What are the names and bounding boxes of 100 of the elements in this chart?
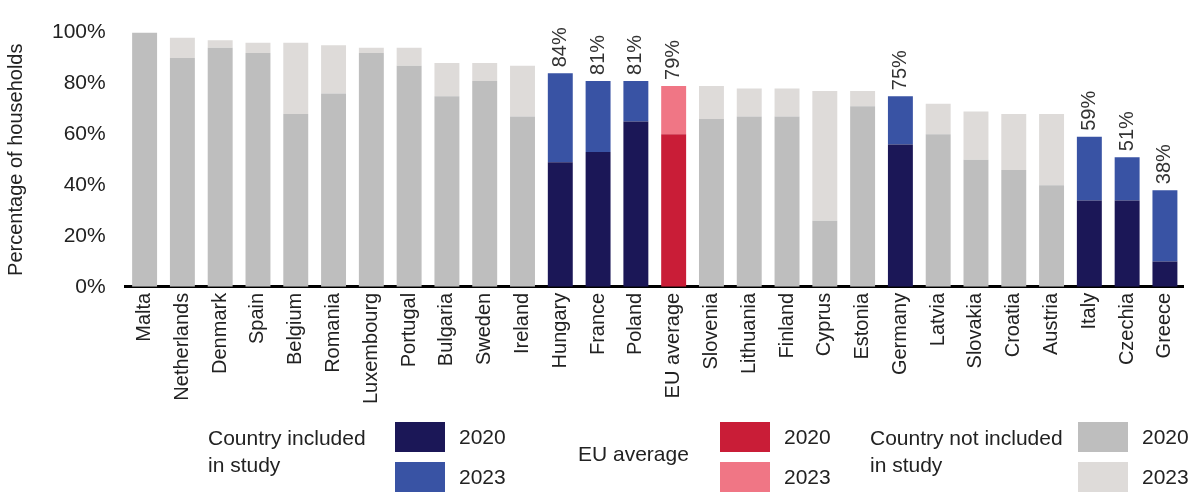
x-tick-label: Denmark [207, 291, 230, 374]
legend-label: 2023 [459, 465, 506, 489]
bar [1039, 185, 1065, 287]
total-label: 75% [887, 49, 910, 91]
bar [132, 32, 158, 287]
bar [963, 159, 989, 287]
bar [472, 80, 498, 287]
bar [585, 80, 611, 153]
bar [245, 42, 271, 53]
bar [963, 111, 989, 160]
bar [321, 45, 347, 94]
bar [434, 96, 460, 287]
bar [358, 47, 384, 53]
total-label: 81% [585, 34, 608, 75]
x-tick-label: Germany [887, 292, 910, 376]
bar [283, 113, 309, 287]
x-tick-label: Poland [623, 292, 646, 356]
total-label: 84% [547, 27, 570, 68]
bar [1001, 169, 1027, 287]
legend-label: 2023 [784, 465, 831, 489]
text: Country included in study [208, 425, 367, 478]
bar [698, 85, 724, 120]
x-tick-label: Ireland [510, 292, 533, 354]
bar [585, 152, 611, 287]
bar [661, 134, 687, 287]
x-tick-label: Greece [1152, 292, 1175, 359]
bar [925, 103, 951, 135]
x-tick-label: EU average [661, 292, 684, 399]
text: EU average [578, 441, 690, 467]
bar [1039, 113, 1065, 186]
legend-label: 2020 [784, 425, 831, 449]
bar [850, 106, 876, 287]
y-tick-label: 80% [63, 70, 106, 94]
y-tick-label: 40% [63, 171, 106, 195]
x-tick-label: Slovakia [963, 291, 986, 369]
bar [207, 47, 233, 287]
x-tick-label: Latvia [925, 291, 948, 347]
x-tick-label: Portugal [396, 292, 419, 368]
bar [547, 162, 573, 287]
x-tick-label: Spain [245, 292, 268, 344]
bar [283, 42, 309, 114]
x-tick-label: Belgium [283, 292, 306, 366]
bar [396, 47, 422, 66]
x-tick-label: France [585, 292, 608, 356]
bar [887, 96, 913, 145]
bar [623, 121, 649, 287]
bar [321, 93, 347, 287]
bar [736, 88, 762, 117]
x-tick-label: Hungary [547, 292, 570, 369]
bar [358, 52, 384, 287]
bar [774, 116, 800, 287]
bar [472, 63, 498, 81]
y-axis-title: Percentage of households [3, 43, 26, 276]
x-tick-label: Netherlands [169, 292, 192, 401]
total-label: 38% [1152, 143, 1175, 185]
y-tick-label: 20% [63, 222, 106, 246]
bar [774, 88, 800, 117]
legend-label: 2023 [1142, 465, 1189, 489]
y-tick-label: 0% [75, 273, 106, 297]
bar [207, 40, 233, 48]
bar [698, 119, 724, 287]
bar [1001, 113, 1027, 170]
x-tick-label: Austria [1039, 291, 1062, 356]
y-tick-label: 100% [51, 19, 106, 43]
bar [510, 65, 535, 117]
bar [169, 37, 195, 59]
bar [396, 65, 422, 287]
x-tick-label: Croatia [1001, 291, 1024, 358]
y-tick-label: 60% [63, 121, 106, 145]
x-tick-label: Lithuania [736, 291, 759, 375]
bar [925, 134, 951, 287]
x-tick-label: Bulgaria [434, 291, 457, 367]
bar [1076, 200, 1102, 287]
bar [169, 58, 195, 287]
x-tick-label: Czechia [1114, 291, 1137, 366]
bar [245, 52, 271, 287]
legend-label: 2020 [1142, 425, 1189, 449]
x-tick-label: Malta [132, 291, 155, 342]
bar [1114, 200, 1140, 287]
total-label: 59% [1076, 90, 1099, 131]
bar [623, 80, 649, 122]
legend-label: 2020 [459, 425, 506, 449]
bar [1152, 190, 1178, 262]
x-tick-label: Slovenia [698, 291, 721, 370]
bar [434, 63, 460, 97]
bar [812, 91, 838, 221]
text: Country not included in study [870, 425, 1064, 478]
total-label: 79% [661, 39, 684, 80]
total-label: 51% [1114, 110, 1137, 152]
total-label: 81% [623, 34, 646, 75]
bar [736, 116, 762, 287]
x-tick-label: Luxembourg [358, 292, 381, 405]
bar [1114, 157, 1140, 201]
bar [1152, 261, 1178, 287]
x-tick-label: Romania [321, 291, 344, 373]
x-tick-label: Italy [1076, 292, 1099, 330]
bar [850, 91, 876, 107]
x-tick-label: Estonia [850, 291, 873, 360]
bar [887, 144, 913, 287]
bar [661, 85, 687, 135]
